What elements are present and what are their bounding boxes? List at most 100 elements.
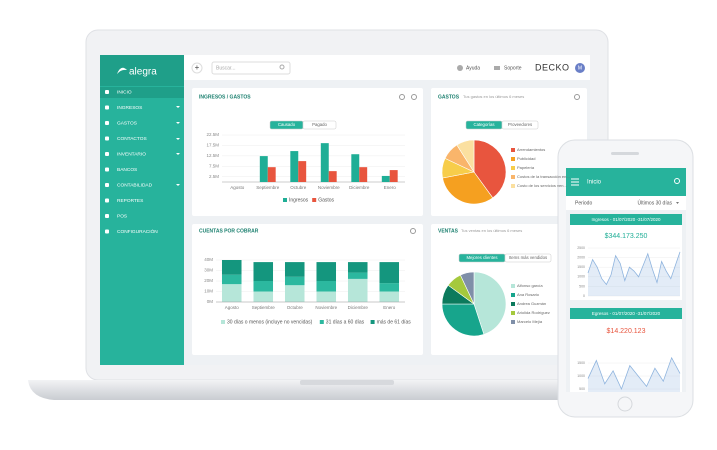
- avatar-letter: M: [578, 65, 582, 71]
- x-tick-label: Diciembre: [348, 305, 369, 310]
- legend-label: Ariolida Rodríguez: [517, 310, 550, 315]
- panel-title: INGRESOS / GASTOS: [199, 94, 251, 100]
- logo: alegra: [129, 67, 157, 78]
- x-tick-label: Enero: [383, 305, 396, 310]
- period[interactable]: Últimos 30 días: [638, 199, 673, 206]
- legend-label: Marcelo Mejía: [517, 319, 543, 324]
- menu-item[interactable]: BANCOS: [117, 167, 137, 173]
- y-tick-label: 2.5M: [209, 174, 219, 179]
- bar-segment: [379, 283, 400, 292]
- menu-item[interactable]: GASTOS: [117, 120, 137, 126]
- add-label: +: [195, 63, 200, 72]
- menu-item[interactable]: INVENTARIO: [117, 151, 146, 157]
- legend-swatch: [511, 148, 515, 152]
- legend-label: 30 días o menos (incluye no vencidas): [227, 319, 313, 325]
- panel-title: GASTOS: [438, 94, 460, 100]
- bar: [381, 175, 390, 182]
- add-button[interactable]: [191, 62, 203, 74]
- legend-swatch: [511, 284, 515, 288]
- tab[interactable]: [504, 253, 552, 263]
- legend-label: Gastos: [318, 197, 334, 203]
- logo-icon: [117, 67, 127, 74]
- sidebar: [100, 55, 184, 365]
- help[interactable]: Ayuda: [466, 65, 480, 71]
- bar-segment: [253, 262, 274, 281]
- laptop-base: [28, 380, 666, 400]
- tab-label: Pagado: [312, 122, 327, 127]
- bar: [328, 171, 337, 182]
- menu-icon: [105, 90, 109, 94]
- bar: [389, 170, 398, 182]
- bar: [259, 156, 268, 182]
- menu-item[interactable]: REPORTES: [117, 198, 143, 204]
- y-tick-label: 10M: [204, 289, 213, 294]
- hamburger[interactable]: [571, 178, 579, 186]
- tab-label: Items más vendidos: [509, 255, 547, 260]
- card-header: Egresos - 01/07/2020 -31/07/2020: [592, 311, 661, 316]
- x-tick-label: Enero: [384, 185, 397, 190]
- period-label: Periodo: [575, 200, 592, 206]
- menu-icon: [105, 136, 109, 141]
- x-tick-label: Octubre: [287, 305, 304, 310]
- legend-swatch: [511, 302, 515, 306]
- x-tick-label: Agosto: [225, 305, 240, 310]
- tab-label: Mejores clientes: [466, 255, 497, 260]
- support-icon: [494, 66, 500, 70]
- panel-subtitle: Tus ventas en los últimos 6 meses: [461, 228, 522, 233]
- card-header: Ingresos - 01/07/2020 -31/07/2020: [591, 217, 661, 222]
- phone-card-header: [570, 308, 682, 319]
- bar: [290, 151, 299, 182]
- bar-segment: [284, 262, 305, 277]
- menu-item[interactable]: INGRESOS: [117, 105, 142, 111]
- legend-swatch: [511, 293, 515, 297]
- bar: [359, 167, 368, 182]
- bar-segment: [379, 291, 400, 302]
- y-tick-label: 1000: [577, 275, 585, 279]
- x-tick-label: Septiembre: [256, 185, 280, 190]
- y-tick-label: 500: [579, 284, 585, 288]
- bar-segment: [221, 284, 242, 302]
- bar-segment: [253, 291, 274, 302]
- search-icon: [279, 64, 285, 70]
- legend-label: Alfonso garcía: [517, 283, 543, 288]
- y-tick-label: 17.5M: [206, 143, 219, 148]
- y-tick-label: 2000: [577, 256, 585, 260]
- menu-item[interactable]: CONFIGURACIÓN: [117, 228, 158, 235]
- avatar[interactable]: [575, 63, 585, 73]
- legend-swatch: [312, 198, 317, 202]
- legend-swatch: [511, 320, 515, 324]
- bar: [298, 161, 307, 182]
- bar: [351, 154, 360, 182]
- search-placeholder: Buscar...: [216, 65, 235, 71]
- menu-item[interactable]: POS: [117, 213, 127, 219]
- legend-label: Publicidad: [517, 156, 535, 161]
- pie-slice: [442, 171, 494, 205]
- menu-item[interactable]: INICIO: [117, 89, 132, 95]
- y-tick-label: 40M: [204, 257, 213, 262]
- bar-segment: [316, 291, 337, 302]
- area: [588, 357, 680, 392]
- legend-swatch: [283, 198, 287, 202]
- menu-icon: [105, 229, 109, 234]
- legend-label: Arrendamientos: [517, 147, 545, 152]
- tab[interactable]: [501, 120, 539, 130]
- legend-label: 31 días a 60 días: [326, 319, 365, 325]
- period-caret: [676, 202, 679, 204]
- phone-search[interactable]: [674, 178, 680, 184]
- menu-icon: [105, 183, 109, 187]
- pie-slice: [441, 303, 485, 337]
- tab[interactable]: [302, 120, 337, 130]
- y-tick-label: 20M: [204, 278, 213, 283]
- support[interactable]: Soporte: [504, 65, 522, 71]
- search-box[interactable]: [211, 61, 291, 75]
- pie-slice: [473, 139, 507, 199]
- bar: [320, 143, 329, 182]
- bar-segment: [221, 260, 242, 275]
- menu-item[interactable]: CONTABILIDAD: [117, 182, 153, 188]
- y-tick-label: 1500: [577, 361, 585, 365]
- y-tick-label: 22.5M: [206, 132, 219, 137]
- y-tick-label: 0M: [207, 299, 214, 304]
- menu-item[interactable]: CONTACTOS: [117, 136, 147, 142]
- legend-swatch: [511, 175, 515, 179]
- menu-icon: [105, 198, 109, 203]
